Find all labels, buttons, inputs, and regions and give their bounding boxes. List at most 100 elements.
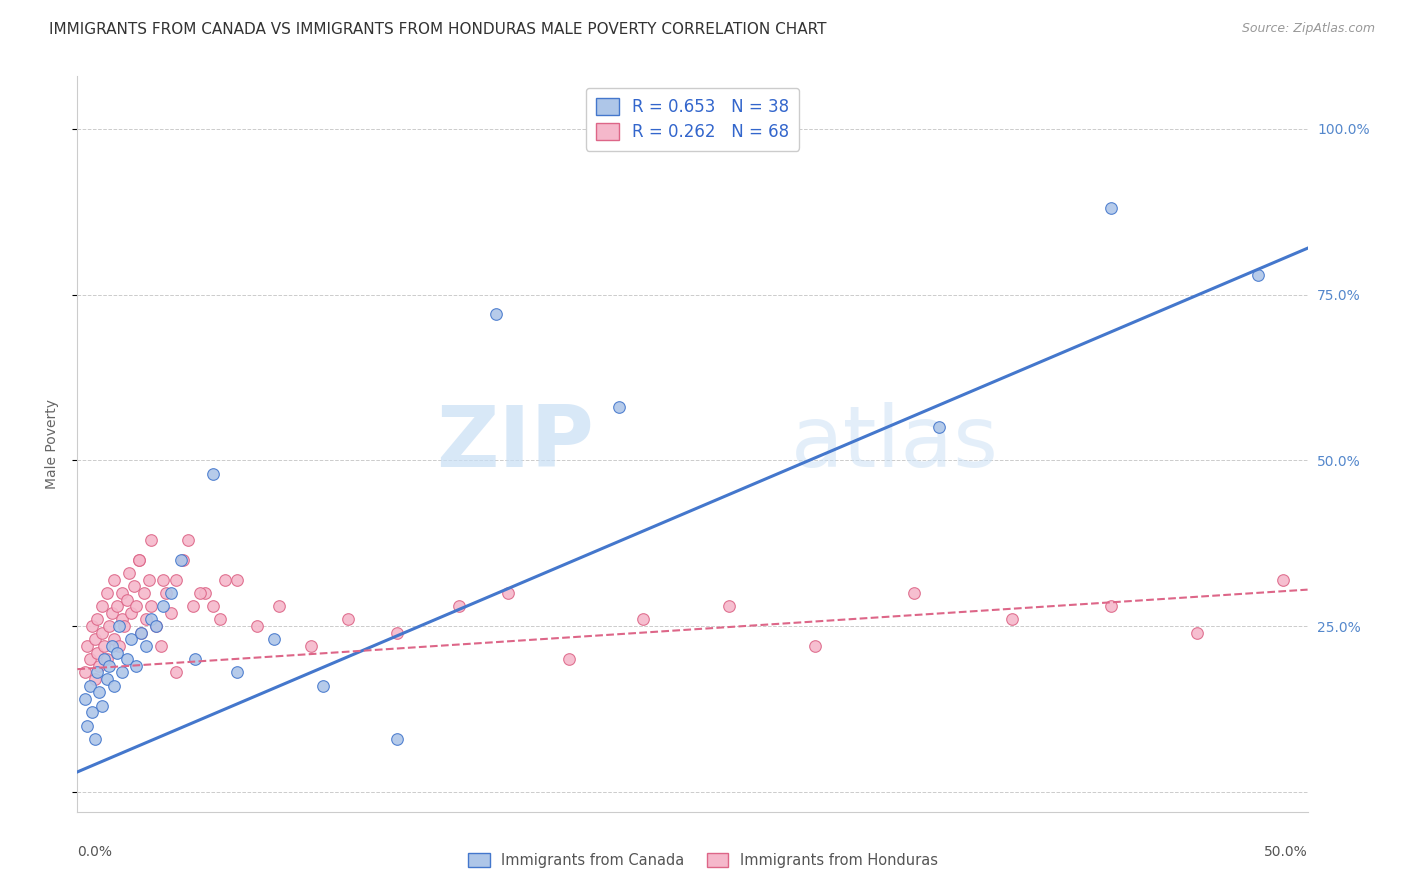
Point bbox=[111, 612, 132, 626]
Point bbox=[188, 586, 212, 600]
Point bbox=[718, 599, 741, 614]
Point bbox=[928, 420, 950, 434]
Point bbox=[170, 553, 193, 567]
Text: 50.0%: 50.0% bbox=[1264, 845, 1308, 859]
Point bbox=[804, 639, 827, 653]
Point bbox=[96, 586, 118, 600]
Point bbox=[141, 533, 163, 547]
Point bbox=[105, 599, 128, 614]
Point bbox=[111, 665, 132, 680]
Point bbox=[121, 606, 143, 620]
Point bbox=[96, 652, 118, 666]
Point bbox=[485, 308, 508, 322]
Point bbox=[125, 599, 148, 614]
Point bbox=[135, 612, 157, 626]
Point bbox=[90, 599, 114, 614]
Point bbox=[145, 619, 167, 633]
Text: IMMIGRANTS FROM CANADA VS IMMIGRANTS FROM HONDURAS MALE POVERTY CORRELATION CHAR: IMMIGRANTS FROM CANADA VS IMMIGRANTS FRO… bbox=[49, 22, 827, 37]
Point bbox=[1001, 612, 1024, 626]
Point bbox=[73, 692, 96, 706]
Point bbox=[129, 625, 153, 640]
Y-axis label: Male Poverty: Male Poverty bbox=[45, 399, 59, 489]
Point bbox=[132, 586, 155, 600]
Point bbox=[194, 586, 217, 600]
Point bbox=[385, 731, 409, 746]
Point bbox=[82, 706, 104, 720]
Text: Source: ZipAtlas.com: Source: ZipAtlas.com bbox=[1241, 22, 1375, 36]
Point bbox=[165, 665, 187, 680]
Point bbox=[145, 619, 167, 633]
Point bbox=[1272, 573, 1295, 587]
Point bbox=[633, 612, 655, 626]
Text: 0.0%: 0.0% bbox=[77, 845, 112, 859]
Point bbox=[1099, 599, 1122, 614]
Point bbox=[101, 606, 124, 620]
Point bbox=[152, 573, 174, 587]
Point bbox=[141, 612, 163, 626]
Text: ZIP: ZIP bbox=[436, 402, 595, 485]
Point bbox=[90, 625, 114, 640]
Point bbox=[246, 619, 269, 633]
Point bbox=[1099, 202, 1122, 216]
Point bbox=[150, 639, 173, 653]
Point bbox=[226, 665, 249, 680]
Point bbox=[141, 599, 163, 614]
Point bbox=[755, 135, 778, 149]
Legend: R = 0.653   N = 38, R = 0.262   N = 68: R = 0.653 N = 38, R = 0.262 N = 68 bbox=[585, 87, 800, 151]
Point bbox=[172, 553, 194, 567]
Point bbox=[558, 652, 581, 666]
Point bbox=[607, 401, 630, 415]
Point bbox=[105, 646, 128, 660]
Point bbox=[103, 573, 125, 587]
Point bbox=[98, 658, 121, 673]
Point bbox=[83, 672, 105, 686]
Point bbox=[73, 665, 96, 680]
Point bbox=[337, 612, 360, 626]
Point bbox=[96, 672, 118, 686]
Point bbox=[226, 573, 249, 587]
Point bbox=[83, 632, 105, 647]
Point bbox=[118, 566, 141, 580]
Point bbox=[93, 639, 115, 653]
Point bbox=[90, 698, 114, 713]
Point bbox=[83, 731, 105, 746]
Point bbox=[108, 639, 131, 653]
Point bbox=[122, 579, 145, 593]
Point bbox=[103, 632, 125, 647]
Point bbox=[181, 599, 204, 614]
Point bbox=[201, 599, 224, 614]
Point bbox=[152, 599, 174, 614]
Point bbox=[903, 586, 925, 600]
Point bbox=[112, 619, 135, 633]
Point bbox=[98, 619, 121, 633]
Point bbox=[128, 553, 150, 567]
Point bbox=[79, 679, 101, 693]
Point bbox=[86, 612, 108, 626]
Point bbox=[214, 573, 236, 587]
Point bbox=[1185, 625, 1208, 640]
Point bbox=[103, 679, 125, 693]
Point bbox=[89, 685, 111, 699]
Point bbox=[1247, 268, 1270, 282]
Point bbox=[89, 658, 111, 673]
Point bbox=[101, 639, 124, 653]
Point bbox=[385, 625, 409, 640]
Point bbox=[263, 632, 285, 647]
Point bbox=[160, 586, 183, 600]
Point bbox=[82, 619, 104, 633]
Text: atlas: atlas bbox=[792, 402, 998, 485]
Point bbox=[447, 599, 470, 614]
Point bbox=[121, 632, 143, 647]
Point bbox=[111, 586, 132, 600]
Point bbox=[76, 639, 98, 653]
Point bbox=[79, 652, 101, 666]
Point bbox=[129, 625, 153, 640]
Point bbox=[184, 652, 207, 666]
Point bbox=[201, 467, 224, 481]
Point bbox=[299, 639, 322, 653]
Point bbox=[177, 533, 200, 547]
Point bbox=[86, 646, 108, 660]
Point bbox=[115, 592, 138, 607]
Point bbox=[496, 586, 519, 600]
Point bbox=[108, 619, 131, 633]
